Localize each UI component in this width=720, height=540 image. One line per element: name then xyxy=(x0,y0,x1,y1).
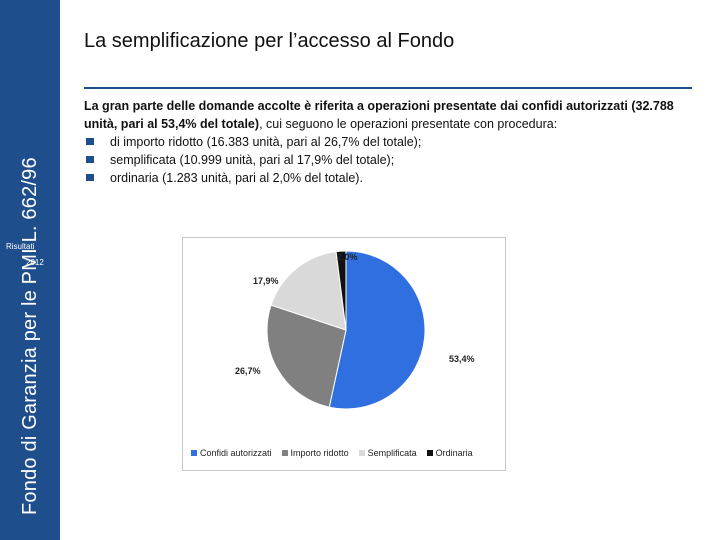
bullet-item: semplificata (10.999 unità, pari al 17,9… xyxy=(84,151,684,169)
square-bullet-icon xyxy=(86,174,94,181)
bullet-item: ordinaria (1.283 unità, pari al 2,0% del… xyxy=(84,169,684,187)
pie-chart-svg: 53,4% 26,7% 17,9% 2,0% xyxy=(235,250,475,410)
data-label-ordinaria: 2,0% xyxy=(337,252,358,262)
legend-item-semplificata: Semplificata xyxy=(358,448,417,458)
bullet-text: di importo ridotto (16.383 unità, pari a… xyxy=(110,135,422,149)
legend-item-importo-ridotto: Importo ridotto xyxy=(281,448,349,458)
bullet-list: di importo ridotto (16.383 unità, pari a… xyxy=(84,133,684,187)
pie-slice-semplificata xyxy=(270,251,347,331)
legend-item-confidi-autorizzati: Confidi autorizzati xyxy=(191,448,272,458)
bullet-text: semplificata (10.999 unità, pari al 17,9… xyxy=(110,153,395,167)
sidebar-note-year: 2012 xyxy=(26,258,44,267)
square-bullet-icon xyxy=(86,156,94,163)
title-divider xyxy=(84,87,692,89)
data-label-semplificata: 17,9% xyxy=(253,276,279,286)
bullet-item: di importo ridotto (16.383 unità, pari a… xyxy=(84,133,684,151)
legend-swatch xyxy=(281,450,288,456)
legend-swatch xyxy=(426,450,433,456)
sidebar-note-results: Risultati xyxy=(6,242,35,251)
intro-paragraph: La gran parte delle domande accolte è ri… xyxy=(84,97,684,187)
chart-legend: Confidi autorizzati Importo ridotto Sempli… xyxy=(191,448,473,458)
pie-chart: 53,4% 26,7% 17,9% 2,0% Confidi autorizzati I… xyxy=(182,237,506,471)
legend-label: Importo ridotto xyxy=(290,448,349,458)
intro-rest-text: , cui seguono le operazioni presentate c… xyxy=(259,117,558,131)
pie-slice-ordinaria xyxy=(335,250,347,331)
pie-slice-confidi-autorizzati xyxy=(328,250,426,410)
legend-swatch xyxy=(358,450,365,456)
data-label-confidi-autorizzati: 53,4% xyxy=(449,354,475,364)
page-title: La semplificazione per l’accesso al Fond… xyxy=(84,30,455,52)
legend-item-ordinaria: Ordinaria xyxy=(426,448,473,458)
intro-bold-text: La gran parte delle domande accolte è ri… xyxy=(84,99,674,131)
sidebar-title: Fondo di Garanzia per le PMI L. 662/96 xyxy=(19,157,41,515)
sidebar: Fondo di Garanzia per le PMI L. 662/96 R… xyxy=(0,0,60,540)
bullet-text: ordinaria (1.283 unità, pari al 2,0% del… xyxy=(110,171,363,185)
legend-label: Confidi autorizzati xyxy=(200,448,272,458)
legend-swatch xyxy=(191,450,197,456)
legend-label: Semplificata xyxy=(367,448,417,458)
pie-slice-importo-ridotto xyxy=(266,304,347,408)
data-label-importo-ridotto: 26,7% xyxy=(235,366,261,376)
legend-label: Ordinaria xyxy=(435,448,473,458)
square-bullet-icon xyxy=(86,138,94,145)
